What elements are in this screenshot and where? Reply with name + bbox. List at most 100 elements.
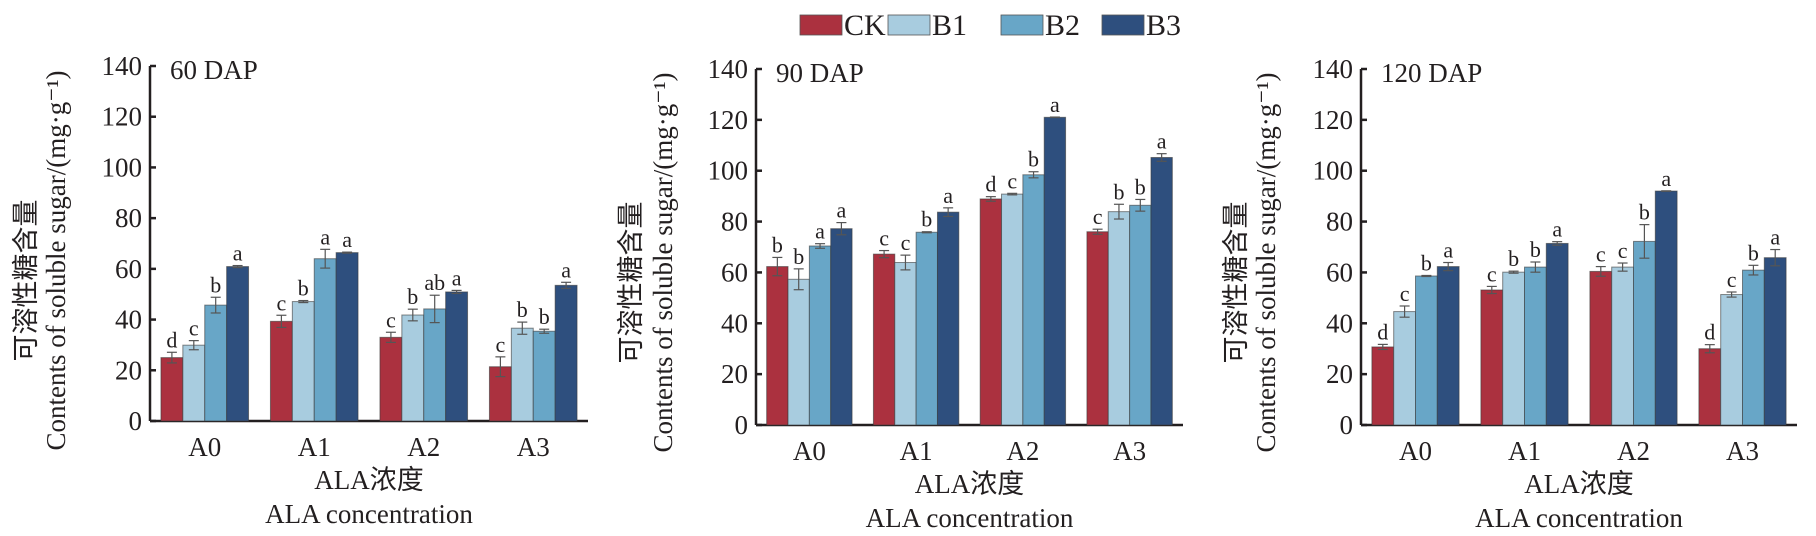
significance-label: c — [277, 290, 287, 315]
y-tick-label: 60 — [1326, 257, 1353, 287]
y-axis-title: Contents of soluble sugar/(mg·g⁻¹) — [1251, 72, 1281, 452]
error-bar — [429, 294, 440, 324]
significance-label: b — [407, 284, 418, 309]
significance-label: b — [1748, 240, 1759, 265]
bar-b3-a3 — [1763, 257, 1787, 426]
error-bar — [1113, 203, 1124, 220]
significance-label: b — [1530, 237, 1541, 262]
bar-b1-a1 — [291, 301, 315, 422]
significance-label: a — [1552, 217, 1562, 242]
error-bar — [1770, 248, 1781, 267]
significance-label: c — [1618, 238, 1628, 263]
error-bar — [298, 299, 309, 304]
error-bar — [342, 251, 353, 254]
error-bar — [1661, 190, 1672, 192]
significance-label: c — [189, 316, 199, 341]
bar-b2-a1 — [915, 231, 938, 426]
significance-label: c — [386, 307, 396, 332]
y-axis-title: Contents of soluble sugar/(mg·g⁻¹) — [648, 72, 678, 452]
error-bar — [793, 268, 804, 291]
significance-label: a — [1157, 129, 1167, 154]
bar-b3-a1 — [1545, 242, 1569, 426]
significance-label: d — [166, 327, 177, 352]
error-bar — [385, 331, 396, 343]
bar-b1-a1 — [1502, 271, 1525, 426]
bar-b2-a3 — [532, 330, 556, 422]
legend-swatch — [799, 14, 843, 36]
y-tick-label: 0 — [735, 410, 749, 440]
legend-item-b1: B1 — [887, 9, 967, 42]
x-tick-label: A2 — [407, 432, 440, 462]
error-bar — [772, 256, 783, 277]
bar-ck-a1 — [269, 320, 293, 422]
y-axis-title: Contents of soluble sugar/(mg·g⁻¹) — [41, 70, 71, 450]
x-tick-label: A0 — [793, 436, 826, 466]
y-tick-label: 100 — [708, 156, 749, 186]
error-bar — [815, 243, 826, 249]
significance-label: c — [1400, 281, 1410, 306]
error-bar — [276, 314, 287, 329]
y-tick-label: 0 — [1340, 410, 1354, 440]
bar-ck-a0 — [766, 266, 789, 426]
error-bar — [1639, 224, 1650, 259]
bar-b2-a0 — [1415, 275, 1438, 426]
y-tick-label: 40 — [721, 308, 748, 338]
significance-label: c — [1727, 267, 1737, 292]
bar-b1-a3 — [1107, 211, 1131, 426]
error-bar — [232, 264, 243, 269]
bar-b3-a3 — [554, 284, 578, 422]
error-bar — [1748, 264, 1759, 276]
bar-ck-a0 — [1371, 346, 1395, 426]
y-tick-label: 20 — [1326, 359, 1353, 389]
error-bar — [561, 281, 572, 289]
x-tick-label: A3 — [517, 432, 550, 462]
y-tick-label: 60 — [115, 254, 142, 284]
significance-label: a — [815, 219, 825, 244]
y-tick-label: 140 — [1313, 54, 1354, 84]
legend-swatch — [1000, 14, 1044, 36]
significance-label: d — [1704, 320, 1715, 345]
y-tick-label: 40 — [115, 305, 142, 335]
bar-ck-a2 — [979, 198, 1003, 426]
error-bar — [1443, 261, 1454, 272]
significance-label: b — [1113, 179, 1124, 204]
significance-label: c — [1487, 261, 1497, 286]
y-axis-title-cn: 可溶性糖含量 — [616, 202, 646, 364]
significance-label: b — [210, 272, 221, 297]
significance-label: a — [561, 257, 571, 282]
bar-b1-a2 — [1611, 266, 1634, 426]
bar-ck-a0 — [160, 357, 184, 422]
error-bar — [451, 289, 462, 295]
significance-label: a — [342, 227, 352, 252]
legend-swatch — [887, 14, 931, 36]
error-bar — [1617, 262, 1628, 272]
significance-label: b — [1639, 200, 1650, 225]
panel-title: 60 DAP — [170, 55, 258, 85]
error-bar — [985, 196, 996, 202]
error-bar — [407, 308, 418, 322]
bar-b1-a2 — [401, 314, 425, 422]
error-bar — [836, 221, 847, 236]
error-bar — [539, 328, 550, 334]
bar-ck-a3 — [1698, 348, 1722, 426]
y-tick-label: 80 — [1326, 207, 1353, 237]
error-bar — [1007, 192, 1018, 196]
bar-ck-a1 — [1480, 289, 1504, 426]
bar-b1-a3 — [510, 327, 534, 422]
significance-label: a — [1770, 225, 1780, 250]
significance-label: d — [985, 172, 996, 197]
bar-b1-a0 — [182, 344, 206, 422]
bar-group-a1: c cba — [872, 183, 960, 426]
bar-group-a1: cb ba — [1480, 217, 1569, 426]
significance-label: a — [1050, 92, 1060, 117]
error-bar — [1377, 343, 1388, 351]
legend-label: B1 — [932, 9, 967, 42]
error-bar — [1399, 305, 1410, 318]
y-tick-label: 80 — [721, 207, 748, 237]
